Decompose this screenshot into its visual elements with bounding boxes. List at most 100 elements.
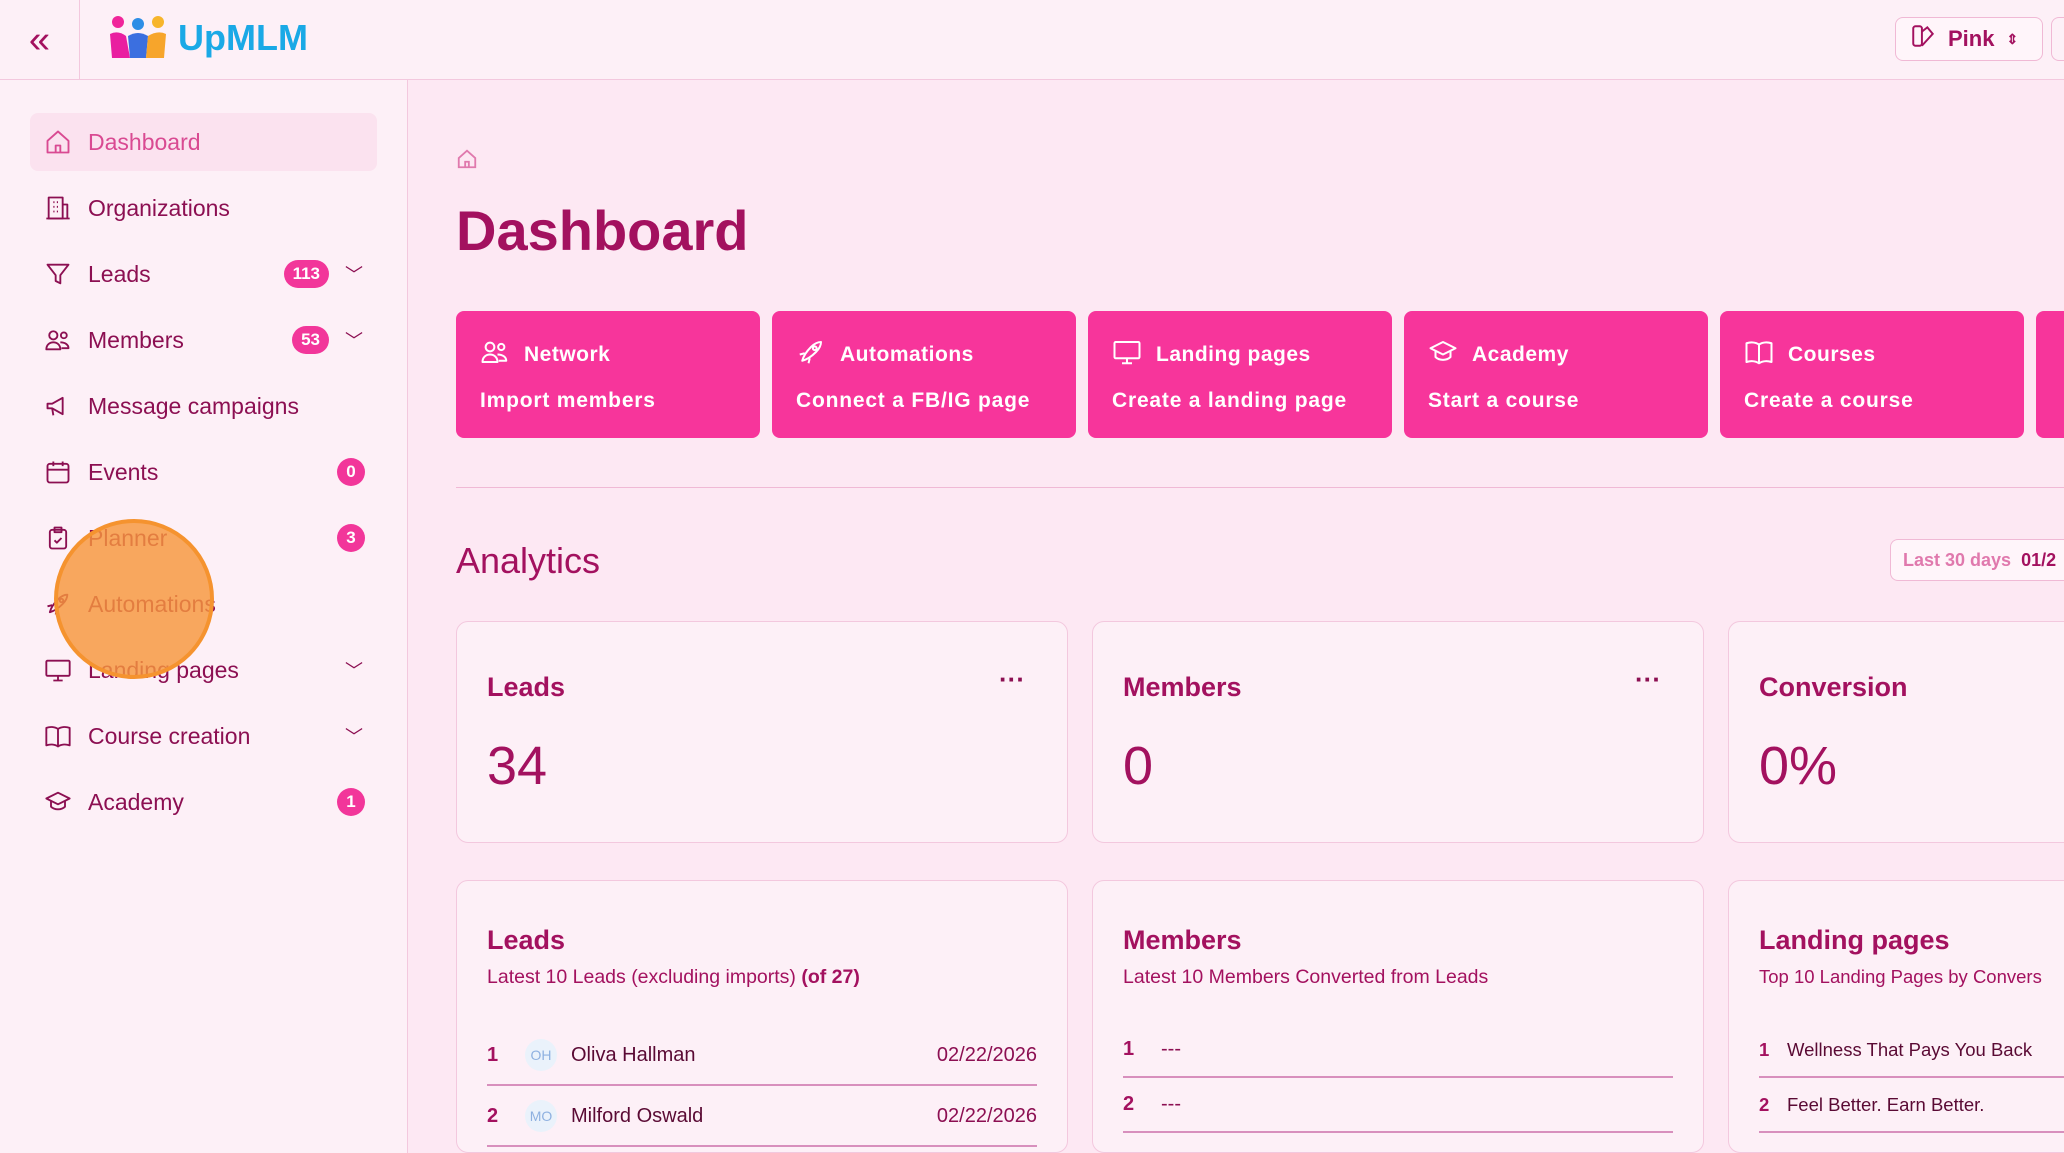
quick-action-card[interactable]: Academy Start a course [1404, 311, 1708, 438]
list-title: Leads [487, 925, 566, 955]
book-icon [1744, 337, 1774, 373]
list-item[interactable]: 1 Wellness That Pays You Back [1759, 1023, 2064, 1078]
rocket-icon [796, 337, 826, 373]
home-icon [44, 128, 72, 156]
sidebar-item-label: Organizations [88, 194, 230, 221]
row-index: 2 [1123, 1093, 1135, 1115]
breadcrumb-home-icon[interactable] [456, 148, 478, 175]
row-index: 1 [1759, 1038, 1770, 1060]
sidebar-item-academy[interactable]: Academy 1 [30, 773, 377, 831]
building-icon [44, 194, 72, 222]
range-label: Last 30 days [1903, 549, 2012, 570]
row-index: 1 [487, 1043, 499, 1066]
quick-action-card[interactable]: Landing pages Create a landing page [1088, 311, 1392, 438]
row-name: Milford Oswald [571, 1104, 704, 1127]
sidebar-item-message-campaigns[interactable]: Message campaigns [30, 377, 377, 435]
list-card: Leads Latest 10 Leads (excluding imports)… [456, 880, 1068, 1153]
palette-icon [1910, 23, 1936, 55]
quick-action-card[interactable]: Automations Connect a FB/IG page [772, 311, 1076, 438]
range-value: 01/2 [2021, 549, 2057, 570]
list-card: Members Latest 10 Members Converted from … [1092, 880, 1704, 1153]
stat-value: 34 [487, 736, 548, 796]
row-date: 02/22/2026 [936, 1043, 1037, 1066]
quick-action-card[interactable]: Network Import members [456, 311, 760, 438]
sidebar-item-label: Members [88, 326, 184, 353]
chevron-down-icon[interactable]: ﹀ [345, 331, 363, 351]
monitor-icon [44, 656, 72, 684]
collapse-sidebar-button[interactable]: « [0, 0, 80, 80]
action-title: Automations [840, 343, 974, 366]
list-title: Landing pages [1759, 925, 1950, 955]
sidebar-item-organizations[interactable]: Organizations [30, 179, 377, 237]
date-range-picker[interactable]: Last 30 days 01/2 [1890, 539, 2064, 581]
action-title: Network [524, 343, 611, 366]
list-item[interactable]: 2 Feel Better. Earn Better. [1759, 1078, 2064, 1133]
calendar-icon [44, 458, 72, 486]
row-name: --- [1161, 1093, 1181, 1115]
top-header: « UpMLM Pink ⇕ [0, 0, 2064, 80]
subtitle-text: Latest 10 Leads (excluding imports) [487, 966, 796, 988]
row-index: 2 [487, 1104, 499, 1127]
quick-action-card[interactable] [2036, 311, 2064, 438]
count-badge: 53 [292, 326, 329, 354]
logo-icon [110, 16, 166, 58]
action-subtitle: Start a course [1428, 389, 1580, 412]
graduation-cap-icon [44, 788, 72, 816]
row-name: Oliva Hallman [571, 1043, 696, 1066]
list-subtitle: Latest 10 Members Converted from Leads [1123, 966, 1673, 989]
action-title: Landing pages [1156, 343, 1311, 366]
users-icon [480, 337, 510, 373]
avatar: OH [525, 1039, 557, 1071]
action-title: Courses [1788, 343, 1876, 366]
graduation-cap-icon [1428, 337, 1458, 373]
action-subtitle: Import members [480, 389, 656, 412]
total-count: (of 27) [801, 966, 860, 988]
stat-title: Members [1123, 672, 1242, 702]
chevron-down-icon[interactable]: ﹀ [345, 265, 363, 285]
subtitle-text: Latest 10 Members Converted from Leads [1123, 966, 1489, 988]
book-icon [44, 722, 72, 750]
action-subtitle: Create a landing page [1112, 389, 1348, 412]
stat-value: 0 [1123, 736, 1154, 796]
sidebar-item-leads[interactable]: Leads 113 ﹀ [30, 245, 377, 303]
brand-name: UpMLM [178, 17, 308, 58]
sidebar-item-course-creation[interactable]: Course creation ﹀ [30, 707, 377, 765]
theme-select[interactable]: Pink ⇕ [1895, 17, 2043, 61]
page-title: Dashboard [456, 199, 749, 262]
count-badge: 1 [337, 788, 365, 816]
chevron-down-icon[interactable]: ﹀ [345, 661, 363, 681]
monitor-icon [1112, 337, 1142, 373]
quick-action-card[interactable]: Courses Create a course [1720, 311, 2024, 438]
row-name: Feel Better. Earn Better. [1787, 1093, 1985, 1115]
theme-label: Pink [1948, 26, 1995, 51]
list-item[interactable]: 2 MO Milford Oswald 02/22/2026 [487, 1087, 1037, 1147]
header-button[interactable] [2051, 17, 2064, 61]
list-item[interactable]: 1 OH Oliva Hallman 02/22/2026 [487, 1026, 1037, 1086]
list-title: Members [1123, 925, 1242, 955]
row-name: --- [1161, 1038, 1181, 1060]
stat-title: Leads [487, 672, 566, 702]
list-card: Landing pages Top 10 Landing Pages by Con… [1728, 880, 2064, 1153]
list-item[interactable]: 1 --- [1123, 1023, 1673, 1078]
sidebar-item-members[interactable]: Members 53 ﹀ [30, 311, 377, 369]
action-subtitle: Create a course [1744, 389, 1914, 412]
count-badge: 0 [337, 458, 365, 486]
megaphone-icon [44, 392, 72, 420]
sidebar-item-dashboard[interactable]: Dashboard [30, 113, 377, 171]
click-indicator [54, 519, 214, 679]
logo[interactable]: UpMLM [108, 14, 308, 62]
chevron-down-icon[interactable]: ﹀ [345, 727, 363, 747]
list-subtitle: Latest 10 Leads (excluding imports) (of … [487, 966, 1037, 989]
stat-title: Conversion [1759, 672, 1908, 702]
sidebar-item-label: Course creation [88, 722, 251, 749]
sidebar-item-label: Academy [88, 788, 184, 815]
sidebar-item-label: Events [88, 458, 159, 485]
sidebar-item-events[interactable]: Events 0 [30, 443, 377, 501]
divider [456, 487, 2064, 488]
stat-card: Members 0 ··· [1092, 621, 1704, 843]
action-title: Academy [1472, 343, 1569, 366]
more-options-icon[interactable]: ··· [1635, 664, 1661, 694]
list-item[interactable]: 2 --- [1123, 1078, 1673, 1133]
more-options-icon[interactable]: ··· [999, 664, 1025, 694]
count-badge: 113 [283, 260, 329, 288]
